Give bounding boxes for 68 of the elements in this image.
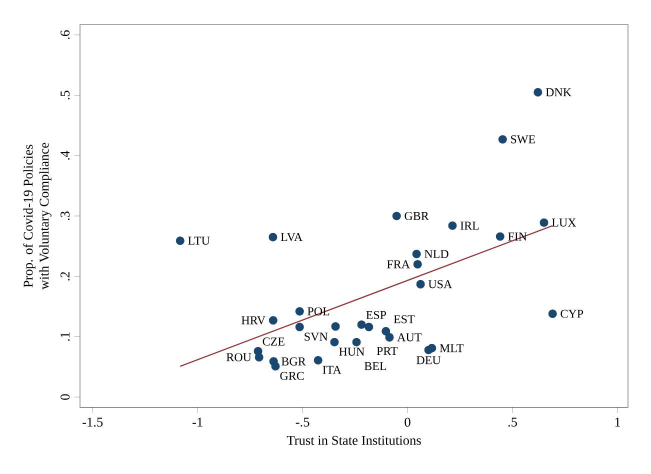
point (424, 346, 433, 354)
annotation: EST (394, 315, 415, 324)
y-tick-label: .4 (60, 150, 70, 160)
annotation: LUX (552, 218, 576, 227)
x-tick-label: -.5 (296, 418, 310, 427)
point (331, 322, 340, 331)
point (295, 307, 304, 316)
annotation: DNK (546, 88, 572, 96)
y-tick-label: .6 (60, 30, 70, 40)
annotation: GRC (280, 372, 304, 380)
annotation: FIN (508, 232, 527, 240)
annotation: BEL (364, 362, 386, 370)
annotation: USA (428, 280, 452, 288)
x-tick-label: 1 (615, 418, 620, 427)
point (413, 260, 422, 269)
point (498, 135, 507, 144)
point (548, 310, 557, 318)
point (382, 327, 390, 336)
x-tick-label: -1.5 (82, 418, 103, 427)
point (176, 236, 184, 246)
y-tick-label: .2 (60, 272, 70, 280)
annotation: HRV (242, 316, 266, 324)
point (364, 322, 374, 332)
point (271, 362, 280, 371)
annotation: FRA (387, 260, 410, 268)
point (295, 322, 304, 332)
point (330, 338, 339, 346)
point (385, 333, 394, 342)
annotation: SVN (304, 332, 328, 341)
x-axis-title: Trust in State Institutions (286, 436, 421, 445)
annotation: HUN (339, 348, 364, 356)
annotation: MLT (440, 344, 464, 352)
y-tick-label: .5 (60, 90, 70, 100)
point (534, 88, 542, 97)
y-tick-label: 0 (60, 394, 70, 400)
y-tick-label: .1 (60, 332, 70, 341)
point (357, 320, 366, 329)
point (540, 218, 548, 227)
y-axis-title: Prop. of Covid-19 Policies with Voluntary Compliance (23, 142, 52, 290)
point (416, 280, 425, 288)
annotation: ESP (366, 310, 386, 320)
annotation: PRT (376, 347, 398, 355)
point (352, 338, 361, 346)
point (496, 232, 504, 241)
point (314, 356, 322, 365)
annotation: ROU (226, 353, 252, 362)
point (412, 250, 421, 258)
annotation: BGR (282, 357, 306, 366)
annotation: AUT (397, 333, 422, 342)
annotation: CZE (262, 338, 284, 346)
point (268, 316, 278, 325)
point (392, 212, 401, 220)
annotation: ITA (322, 366, 342, 374)
x-tick-label: .5 (508, 418, 517, 427)
annotation: SWE (511, 135, 535, 144)
x-tick-label: -1 (192, 418, 202, 427)
x-tick-label: 0 (404, 418, 410, 427)
annotation: NLD (424, 250, 448, 258)
annotation: GBR (404, 212, 429, 220)
annotation: DEU (416, 356, 441, 364)
y-tick-label: .3 (60, 212, 70, 220)
annotation: IRL (460, 222, 479, 230)
point (268, 232, 278, 242)
point (254, 352, 264, 362)
annotation: CYP (560, 310, 584, 318)
annotation: LVA (280, 233, 302, 242)
point (448, 221, 457, 230)
annotation: LTU (188, 236, 210, 245)
